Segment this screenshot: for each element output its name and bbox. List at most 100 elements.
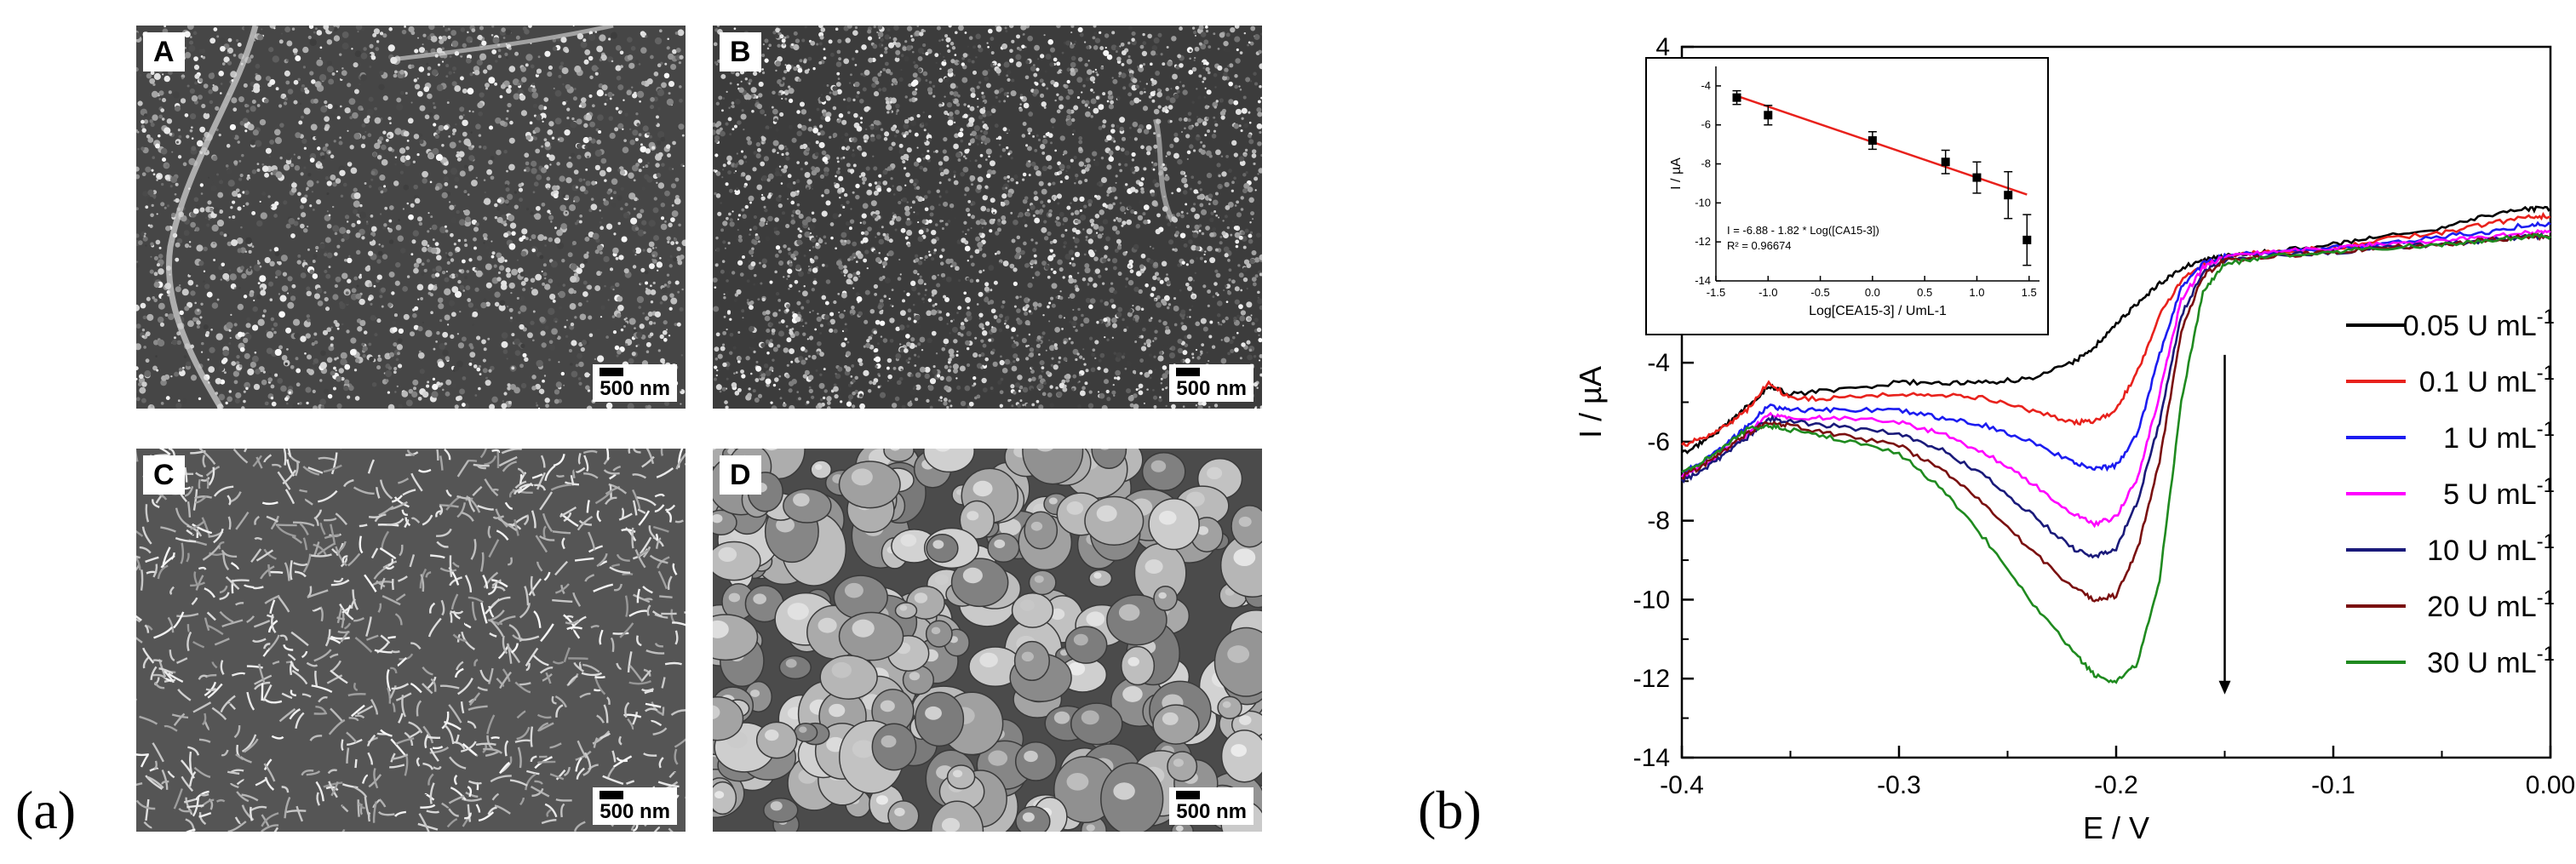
sem-grain bbox=[564, 129, 571, 136]
sem-grain bbox=[847, 394, 854, 400]
sem-grain bbox=[207, 200, 212, 205]
sem-grain bbox=[1247, 186, 1254, 192]
sem-grain bbox=[1046, 87, 1049, 90]
sem-grain bbox=[752, 389, 756, 393]
sem-grain bbox=[1059, 382, 1065, 389]
sem-grain bbox=[160, 202, 165, 207]
sem-grain bbox=[345, 291, 349, 295]
sem-grain bbox=[596, 89, 604, 97]
sem-grain bbox=[944, 95, 946, 98]
sem-grain bbox=[642, 249, 645, 252]
sem-grain bbox=[225, 164, 229, 168]
sem-grain bbox=[811, 169, 818, 176]
sem-grain bbox=[259, 265, 262, 268]
sem-grain bbox=[969, 160, 972, 163]
sem-grain bbox=[807, 56, 812, 61]
sem-grain bbox=[1236, 331, 1239, 335]
sem-grain bbox=[542, 272, 548, 277]
sem-grain bbox=[1188, 239, 1193, 244]
sem-grain bbox=[772, 383, 777, 387]
sem-grain bbox=[164, 312, 169, 317]
sem-grain bbox=[244, 237, 253, 244]
sem-grain bbox=[1046, 155, 1053, 162]
sem-grain bbox=[1071, 262, 1076, 267]
sem-grain bbox=[1037, 302, 1042, 307]
sem-grain bbox=[893, 134, 898, 138]
sem-grain bbox=[981, 91, 984, 94]
sem-grain bbox=[970, 92, 976, 99]
sem-grain bbox=[346, 329, 350, 334]
sem-grain bbox=[1234, 299, 1240, 305]
sem-grain bbox=[713, 129, 716, 135]
sem-grain bbox=[1190, 207, 1196, 213]
sem-grain bbox=[814, 328, 818, 331]
sem-grain bbox=[435, 340, 438, 343]
sem-grain bbox=[595, 238, 600, 243]
sem-grain bbox=[1172, 248, 1175, 251]
sem-grain bbox=[1007, 398, 1011, 403]
sem-grain bbox=[755, 365, 762, 372]
sem-grain bbox=[450, 168, 458, 175]
sem-grain bbox=[967, 114, 970, 117]
sem-grain bbox=[316, 199, 322, 205]
sem-grain bbox=[535, 383, 541, 390]
sem-grain bbox=[917, 68, 922, 73]
sem-grain bbox=[479, 53, 487, 60]
sem-grain bbox=[1045, 54, 1052, 60]
sem-grain bbox=[1168, 105, 1173, 110]
sem-grain bbox=[809, 311, 812, 313]
sem-grain bbox=[451, 81, 457, 87]
sem-grain bbox=[228, 341, 232, 346]
sem-grain bbox=[1072, 348, 1079, 355]
sem-grain bbox=[816, 316, 822, 323]
sem-grain bbox=[241, 406, 245, 409]
sem-grain bbox=[274, 251, 280, 257]
sem-grain bbox=[359, 273, 362, 277]
sem-grain bbox=[237, 248, 242, 253]
sem-grain bbox=[554, 389, 560, 395]
sem-grain bbox=[835, 27, 839, 31]
sem-grain bbox=[899, 343, 902, 346]
sem-grain bbox=[1025, 212, 1031, 217]
sem-grain bbox=[726, 377, 729, 381]
sem-grain bbox=[387, 302, 393, 308]
sem-grain bbox=[968, 36, 973, 40]
sem-grain bbox=[899, 273, 902, 276]
sem-grain bbox=[566, 117, 570, 120]
sem-crack bbox=[166, 26, 259, 409]
sem-grain bbox=[491, 49, 497, 54]
sem-grain bbox=[1047, 182, 1052, 186]
sem-grain bbox=[315, 249, 318, 253]
sem-grain bbox=[223, 371, 227, 375]
sem-grain bbox=[632, 265, 637, 269]
sem-grain bbox=[650, 54, 654, 60]
sem-grain bbox=[548, 358, 551, 362]
sem-grain bbox=[454, 290, 462, 298]
sem-grain bbox=[388, 239, 394, 244]
sem-grain bbox=[992, 361, 998, 368]
sem-grain bbox=[715, 247, 720, 252]
sem-grain bbox=[324, 215, 331, 221]
sem-grain bbox=[1259, 272, 1262, 277]
sem-grain bbox=[1079, 355, 1083, 359]
sem-grain bbox=[1066, 119, 1072, 126]
sem-grain bbox=[821, 194, 824, 197]
sem-grain bbox=[886, 187, 892, 192]
sem-grain bbox=[549, 212, 552, 215]
sem-grain bbox=[455, 273, 459, 278]
sem-grain bbox=[554, 226, 558, 230]
sem-grain bbox=[873, 124, 880, 131]
sem-grain bbox=[229, 115, 232, 118]
sem-grain bbox=[220, 83, 223, 85]
sem-grain bbox=[431, 259, 433, 261]
sem-grain bbox=[326, 180, 332, 186]
sem-grain bbox=[977, 98, 979, 100]
sem-grain bbox=[191, 94, 198, 102]
sem-grain bbox=[1170, 346, 1176, 352]
sem-grain bbox=[1028, 333, 1031, 336]
sem-grain bbox=[136, 174, 141, 180]
sem-grain bbox=[332, 386, 336, 391]
sem-grain bbox=[290, 295, 296, 301]
sem-grain bbox=[509, 222, 517, 229]
sem-grain bbox=[1094, 214, 1100, 219]
